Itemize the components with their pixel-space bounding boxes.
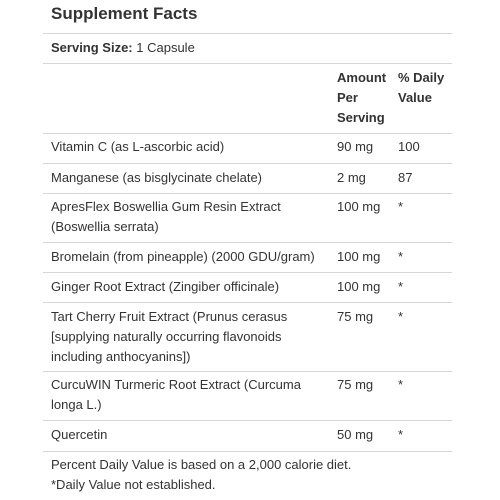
footnote-daily-value-basis: Percent Daily Value is based on a 2,000 … [51, 457, 352, 472]
footnote-not-established: *Daily Value not established. [51, 477, 216, 492]
nutrient-name: Tart Cherry Fruit Extract (Prunus cerasu… [51, 307, 331, 367]
divider [43, 33, 452, 34]
nutrient-dv: * [398, 309, 404, 324]
nutrient-amount: 100 mg [337, 199, 381, 214]
nutrient-name: ApresFlex Boswellia Gum Resin Extract (B… [51, 197, 331, 237]
nutrient-name: Bromelain (from pineapple) (2000 GDU/gra… [51, 247, 331, 267]
divider [43, 193, 452, 194]
nutrient-amount: 2 mg [337, 170, 366, 185]
divider [43, 133, 452, 134]
nutrient-amount: 90 mg [337, 139, 374, 154]
nutrient-name: Manganese (as bisglycinate chelate) [51, 168, 331, 188]
nutrient-name: CurcuWIN Turmeric Root Extract (Curcuma … [51, 375, 331, 415]
amount-per-serving-header: Amount Per Serving [337, 68, 386, 128]
nutrient-name-line: Ginger Root Extract (Zingiber officinale… [51, 279, 280, 294]
nutrient-dv: * [398, 279, 404, 294]
nutrient-name-line: ApresFlex Boswellia Gum Resin Extract [51, 199, 281, 214]
nutrient-dv: 87 [398, 170, 413, 185]
nutrient-name-line: [supplying naturally occurring flavonoid… [51, 329, 282, 344]
divider [43, 371, 452, 372]
divider [43, 451, 452, 452]
nutrient-name-line: Vitamin C (as L-ascorbic acid) [51, 139, 225, 154]
nutrient-amount: 75 mg [337, 377, 374, 392]
divider [43, 242, 452, 243]
nutrient-dv: * [398, 199, 404, 214]
nutrient-amount: 100 mg [337, 249, 381, 264]
nutrient-name: Ginger Root Extract (Zingiber officinale… [51, 277, 331, 297]
nutrient-name-line: Bromelain (from pineapple) (2000 GDU/gra… [51, 249, 315, 264]
nutrient-amount: 75 mg [337, 309, 374, 324]
nutrient-dv: * [398, 249, 404, 264]
nutrient-name: Vitamin C (as L-ascorbic acid) [51, 137, 331, 157]
nutrient-name-line: Quercetin [51, 427, 108, 442]
nutrient-dv: 100 [398, 139, 420, 154]
dv-header-line: Value [398, 90, 432, 105]
nutrient-name-line: including anthocyanins]) [51, 349, 191, 364]
amount-header-line: Amount [337, 70, 387, 85]
nutrient-amount: 100 mg [337, 279, 381, 294]
nutrient-dv: * [398, 427, 404, 442]
divider [43, 272, 452, 273]
serving-size: Serving Size: 1 Capsule [51, 40, 195, 55]
nutrient-dv: * [398, 377, 404, 392]
divider [43, 420, 452, 421]
serving-size-label: Serving Size: [51, 40, 133, 55]
nutrient-name: Quercetin [51, 425, 331, 445]
nutrient-name-line: CurcuWIN Turmeric Root Extract (Curcuma [51, 377, 301, 392]
amount-header-line: Serving [337, 110, 385, 125]
dv-header-line: % Daily [398, 70, 445, 85]
serving-size-value: 1 Capsule [136, 40, 195, 55]
divider [43, 163, 452, 164]
nutrient-name-line: Tart Cherry Fruit Extract (Prunus cerasu… [51, 309, 288, 324]
nutrient-amount: 50 mg [337, 427, 374, 442]
nutrient-name-line: Manganese (as bisglycinate chelate) [51, 170, 263, 185]
daily-value-header: % Daily Value [398, 68, 444, 108]
panel-title: Supplement Facts [51, 4, 198, 23]
nutrient-name-line: (Boswellia serrata) [51, 219, 159, 234]
divider [43, 63, 452, 64]
divider [43, 302, 452, 303]
nutrient-name-line: longa L.) [51, 397, 102, 412]
amount-header-line: Per [337, 90, 358, 105]
